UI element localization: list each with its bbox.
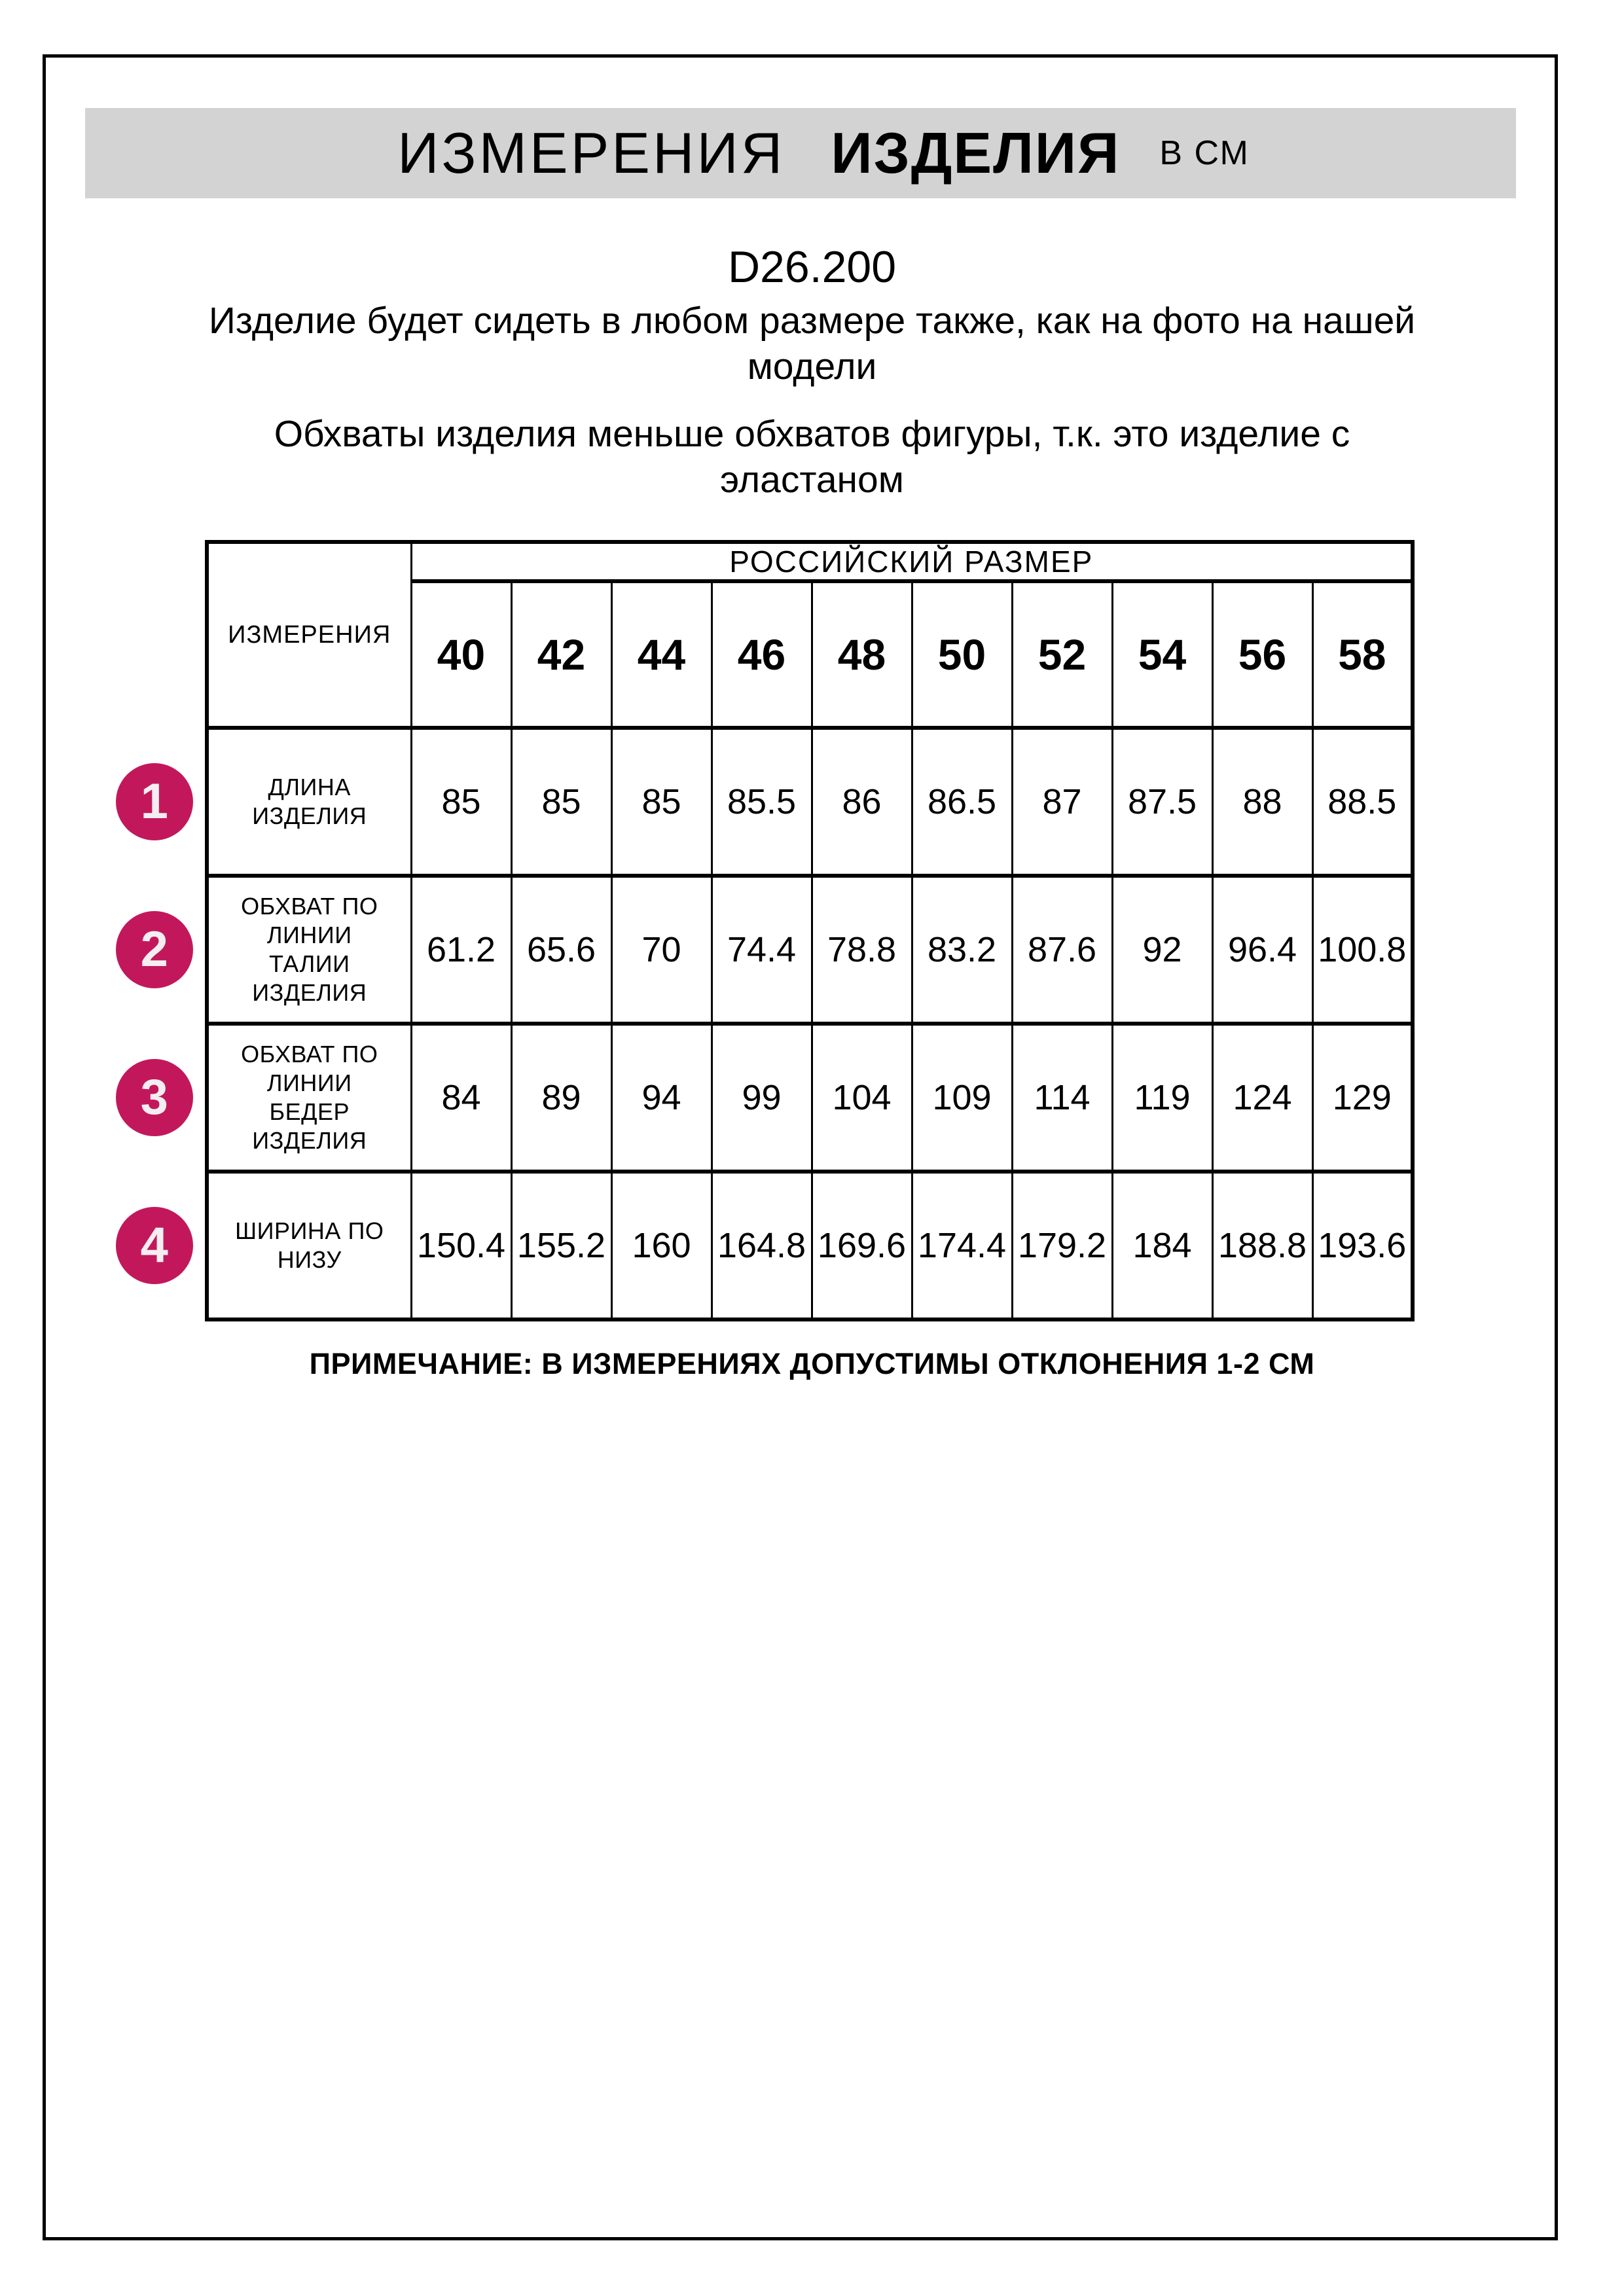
measurement-value-cell: 124 — [1211, 1022, 1314, 1174]
group-header-russian-size: РОССИЙСКИЙ РАЗМЕР — [410, 540, 1414, 583]
measurement-value-cell: 150.4 — [410, 1170, 513, 1321]
measurement-label-cell: 1 ДЛИНА ИЗДЕЛИЯ — [116, 726, 412, 878]
measurement-label: ДЛИНА ИЗДЕЛИЯ — [252, 774, 367, 829]
measurement-value-cell: 129 — [1311, 1022, 1414, 1174]
measurement-value-cell: 94 — [610, 1022, 713, 1174]
measurement-value-cell: 74.4 — [710, 874, 813, 1026]
measurement-value-cell: 86 — [810, 726, 913, 878]
row-number-badge: 2 — [116, 911, 193, 988]
measurement-value-cell: 88 — [1211, 726, 1314, 878]
measurement-value-cell: 169.6 — [810, 1170, 913, 1321]
measurement-value-cell: 61.2 — [410, 874, 513, 1026]
measurement-value-cell: 100.8 — [1311, 874, 1414, 1026]
measurement-value-cell: 114 — [1011, 1022, 1113, 1174]
measurement-value-cell: 85 — [410, 726, 513, 878]
measurement-value-cell: 92 — [1111, 874, 1214, 1026]
measurement-value-cell: 85.5 — [710, 726, 813, 878]
measurement-row: 1 ДЛИНА ИЗДЕЛИЯ 85 85 85 85.5 86 86.5 87 87.5 88 88… — [116, 726, 1414, 878]
measurement-value-cell: 70 — [610, 874, 713, 1026]
measurement-label: ОБХВАТ ПО ЛИНИИ БЕДЕР ИЗДЕЛИЯ — [241, 1041, 378, 1154]
measurement-value-cell: 87.5 — [1111, 726, 1214, 878]
size-column-header: 56 — [1211, 579, 1314, 730]
measurement-label-cell: 2 ОБХВАТ ПО ЛИНИИ ТАЛИИ ИЗДЕЛИЯ — [116, 874, 412, 1026]
size-column-header: 54 — [1111, 579, 1214, 730]
measurement-label-cell: 3 ОБХВАТ ПО ЛИНИИ БЕДЕР ИЗДЕЛИЯ — [116, 1022, 412, 1174]
measurement-value-cell: 88.5 — [1311, 726, 1414, 878]
size-column-header: 52 — [1011, 579, 1113, 730]
measurement-value-cell: 104 — [810, 1022, 913, 1174]
measurement-value-cell: 99 — [710, 1022, 813, 1174]
measurement-value-cell: 160 — [610, 1170, 713, 1321]
measurement-row: 2 ОБХВАТ ПО ЛИНИИ ТАЛИИ ИЗДЕЛИЯ 61.2 65.6 70… — [116, 874, 1414, 1026]
measurement-value-cell: 83.2 — [911, 874, 1013, 1026]
size-column-header: 58 — [1311, 579, 1414, 730]
measurement-value-cell: 164.8 — [710, 1170, 813, 1321]
measurement-value-cell: 84 — [410, 1022, 513, 1174]
measurement-value-cell: 85 — [510, 726, 613, 878]
measurement-value-cell: 89 — [510, 1022, 613, 1174]
header-title-product: ИЗДЕЛИЯ — [831, 120, 1121, 185]
size-column-header: 42 — [510, 579, 613, 730]
size-header-row: 40 42 44 46 48 50 52 54 56 58 — [207, 579, 1414, 730]
intro-paragraph-fit: Изделие будет сидеть в любом размере так… — [208, 300, 1416, 387]
measurement-value-cell: 193.6 — [1311, 1170, 1414, 1321]
page-header-bar: ИЗМЕРЕНИЯ ИЗДЕЛИЯ В СМ — [85, 108, 1516, 198]
measurement-value-cell: 78.8 — [810, 874, 913, 1026]
measurement-value-cell: 96.4 — [1211, 874, 1314, 1026]
row-number-badge: 4 — [116, 1207, 193, 1284]
size-column-header: 40 — [410, 579, 513, 730]
measurement-label-cell: 4 ШИРИНА ПО НИЗУ — [116, 1170, 412, 1321]
measurement-value-cell: 155.2 — [510, 1170, 613, 1321]
corner-label-measurements: ИЗМЕРЕНИЯ — [206, 540, 412, 730]
measurement-value-cell: 174.4 — [911, 1170, 1013, 1321]
article-number: D26.200 — [727, 242, 897, 292]
measurement-row: 3 ОБХВАТ ПО ЛИНИИ БЕДЕР ИЗДЕЛИЯ 84 89 94 99 10… — [116, 1022, 1414, 1174]
measurement-value-cell: 85 — [610, 726, 713, 878]
size-table-body: 1 ДЛИНА ИЗДЕЛИЯ 85 85 85 85.5 86 86.5 87 87.5 88 88… — [116, 726, 1414, 1321]
size-column-header: 46 — [710, 579, 813, 730]
page-border-frame — [43, 54, 1558, 2240]
intro-paragraph-elastane: Обхваты изделия меньше обхватов фигуры, … — [274, 413, 1350, 501]
row-number-badge: 3 — [116, 1059, 193, 1136]
group-header-row: ИЗМЕРЕНИЯ РОССИЙСКИЙ РАЗМЕР — [206, 540, 1414, 730]
measurement-label: ОБХВАТ ПО ЛИНИИ ТАЛИИ ИЗДЕЛИЯ — [241, 893, 378, 1006]
row-number-badge: 1 — [116, 763, 193, 840]
measurement-value-cell: 119 — [1111, 1022, 1214, 1174]
tolerance-note: ПРИМЕЧАНИЕ: В ИЗМЕРЕНИЯХ ДОПУСТИМЫ ОТКЛО… — [309, 1347, 1315, 1380]
measurement-value-cell: 179.2 — [1011, 1170, 1113, 1321]
size-column-header: 44 — [610, 579, 713, 730]
size-table-wrap: ИЗМЕРЕНИЯ РОССИЙСКИЙ РАЗМЕР 40 42 44 46 48 50… — [116, 540, 1415, 1321]
measurement-value-cell: 65.6 — [510, 874, 613, 1026]
measurement-row: 4 ШИРИНА ПО НИЗУ 150.4 155.2 160 164.8 169.6 17… — [116, 1170, 1414, 1321]
measurement-label: ШИРИНА ПО НИЗУ — [235, 1217, 384, 1273]
measurement-value-cell: 87 — [1011, 726, 1113, 878]
size-column-header: 48 — [810, 579, 913, 730]
header-title-measurements: ИЗМЕРЕНИЯ — [397, 120, 785, 185]
measurement-value-cell: 87.6 — [1011, 874, 1113, 1026]
header-units-label: В СМ — [1159, 134, 1250, 172]
measurement-value-cell: 86.5 — [911, 726, 1013, 878]
measurement-value-cell: 109 — [911, 1022, 1013, 1174]
size-table: ИЗМЕРЕНИЯ РОССИЙСКИЙ РАЗМЕР 40 42 44 46 48 50… — [116, 540, 1415, 1321]
measurement-value-cell: 184 — [1111, 1170, 1214, 1321]
size-column-header: 50 — [911, 579, 1013, 730]
measurement-value-cell: 188.8 — [1211, 1170, 1314, 1321]
